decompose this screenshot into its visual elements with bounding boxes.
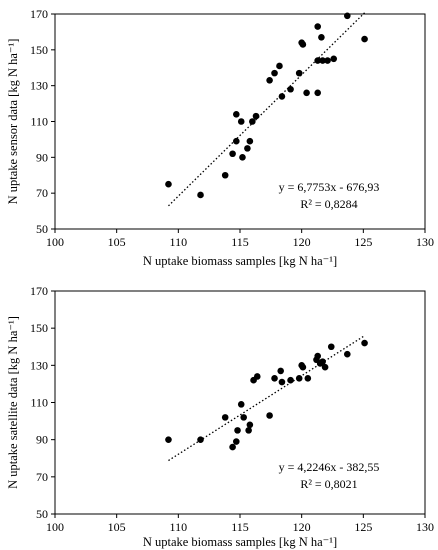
x-tick-label: 105 bbox=[108, 520, 126, 534]
data-point bbox=[318, 33, 325, 41]
x-tick-label: 110 bbox=[170, 520, 188, 534]
x-tick-label: 130 bbox=[416, 520, 434, 534]
x-axis-title: N uptake biomass samples [kg N ha⁻¹] bbox=[143, 254, 337, 268]
y-tick-label: 50 bbox=[36, 507, 48, 521]
data-point bbox=[240, 414, 247, 421]
data-point bbox=[314, 57, 322, 64]
data-point bbox=[233, 111, 240, 118]
y-tick-label: 90 bbox=[36, 150, 48, 164]
x-tick-label: 125 bbox=[354, 520, 372, 534]
data-point bbox=[271, 69, 278, 77]
satellite-scatter-chart: 100 105 110 115 120 125 130 50 70 90 110 130 150 170 N… bbox=[6, 284, 434, 549]
x-tick-label: 130 bbox=[416, 235, 434, 249]
data-point bbox=[244, 145, 251, 152]
data-point bbox=[321, 363, 329, 371]
y-tick-label: 130 bbox=[30, 358, 48, 372]
y-tick-label: 110 bbox=[30, 115, 48, 129]
data-point bbox=[249, 118, 256, 125]
y-axis-title: N uptake sensor data [kg N ha⁻¹] bbox=[6, 39, 20, 205]
trendline bbox=[168, 335, 365, 462]
y-axis-title: N uptake satellite data [kg N ha⁻¹] bbox=[6, 316, 20, 489]
r-squared-label: R² = 0,8021 bbox=[300, 477, 357, 491]
data-point bbox=[233, 438, 240, 445]
data-point bbox=[277, 367, 285, 375]
data-point bbox=[237, 401, 245, 408]
data-point bbox=[252, 112, 260, 120]
y-tick-label: 130 bbox=[30, 79, 48, 93]
y-tick-label: 150 bbox=[30, 43, 48, 57]
y-tick-label: 170 bbox=[30, 7, 48, 21]
data-point bbox=[197, 191, 204, 199]
y-tick-label: 110 bbox=[30, 396, 48, 410]
data-point bbox=[239, 154, 246, 161]
data-point bbox=[221, 414, 229, 421]
y-tick-label: 50 bbox=[36, 222, 48, 236]
data-point bbox=[299, 363, 307, 371]
data-point bbox=[303, 89, 310, 97]
x-tick-label: 100 bbox=[46, 520, 64, 534]
y-tick-label: 150 bbox=[30, 321, 48, 335]
data-point bbox=[271, 375, 278, 382]
r-squared-label: R² = 0,8284 bbox=[300, 197, 357, 211]
data-point bbox=[295, 375, 303, 382]
data-point bbox=[221, 171, 229, 179]
data-point bbox=[299, 41, 307, 48]
data-point bbox=[229, 150, 236, 158]
x-tick-label: 115 bbox=[231, 235, 249, 249]
data-point bbox=[330, 55, 338, 63]
data-point bbox=[278, 378, 286, 386]
data-point bbox=[287, 85, 294, 93]
data-point bbox=[314, 23, 322, 30]
data-point bbox=[245, 427, 252, 434]
data-point bbox=[278, 93, 286, 100]
data-point bbox=[197, 436, 204, 443]
data-point bbox=[304, 375, 312, 382]
data-point bbox=[314, 352, 322, 360]
x-axis-title: N uptake biomass samples [kg N ha⁻¹] bbox=[143, 535, 337, 549]
sensor-scatter-chart: 100 105 110 115 120 125 130 50 70 90 110 130 150 170 N… bbox=[6, 7, 434, 268]
x-tick-label: 125 bbox=[354, 235, 372, 249]
x-tick-label: 100 bbox=[46, 235, 64, 249]
data-point bbox=[237, 118, 245, 125]
regression-equation: y = 4,2246x - 382,55 bbox=[279, 460, 380, 474]
y-tick-label: 170 bbox=[30, 284, 48, 298]
data-point bbox=[246, 137, 254, 145]
data-point bbox=[324, 57, 331, 64]
data-point bbox=[314, 89, 322, 97]
x-tick-label: 115 bbox=[231, 520, 249, 534]
x-tick-label: 110 bbox=[170, 235, 188, 249]
x-tick-label: 120 bbox=[293, 235, 311, 249]
y-tick-label: 90 bbox=[36, 433, 48, 447]
data-point bbox=[319, 57, 326, 64]
data-point bbox=[344, 350, 351, 358]
data-point bbox=[287, 376, 294, 384]
data-point bbox=[276, 62, 283, 70]
data-point bbox=[266, 76, 273, 84]
data-point bbox=[253, 373, 261, 380]
x-tick-label: 120 bbox=[293, 520, 311, 534]
trendline bbox=[168, 12, 366, 207]
data-point bbox=[295, 69, 303, 77]
data-point bbox=[229, 443, 236, 451]
data-point bbox=[319, 358, 326, 365]
data-point bbox=[246, 421, 254, 429]
x-tick-label: 105 bbox=[108, 235, 126, 249]
data-point bbox=[233, 137, 240, 145]
data-point bbox=[361, 35, 368, 43]
y-tick-label: 70 bbox=[36, 470, 48, 484]
regression-equation: y = 6,7753x - 676,93 bbox=[279, 180, 380, 194]
data-point bbox=[344, 12, 351, 20]
data-point bbox=[165, 180, 172, 188]
data-point bbox=[327, 343, 335, 351]
data-point bbox=[234, 427, 241, 434]
data-point bbox=[361, 339, 368, 347]
data-point bbox=[266, 412, 273, 419]
data-point bbox=[165, 436, 172, 443]
y-tick-label: 70 bbox=[36, 186, 48, 200]
